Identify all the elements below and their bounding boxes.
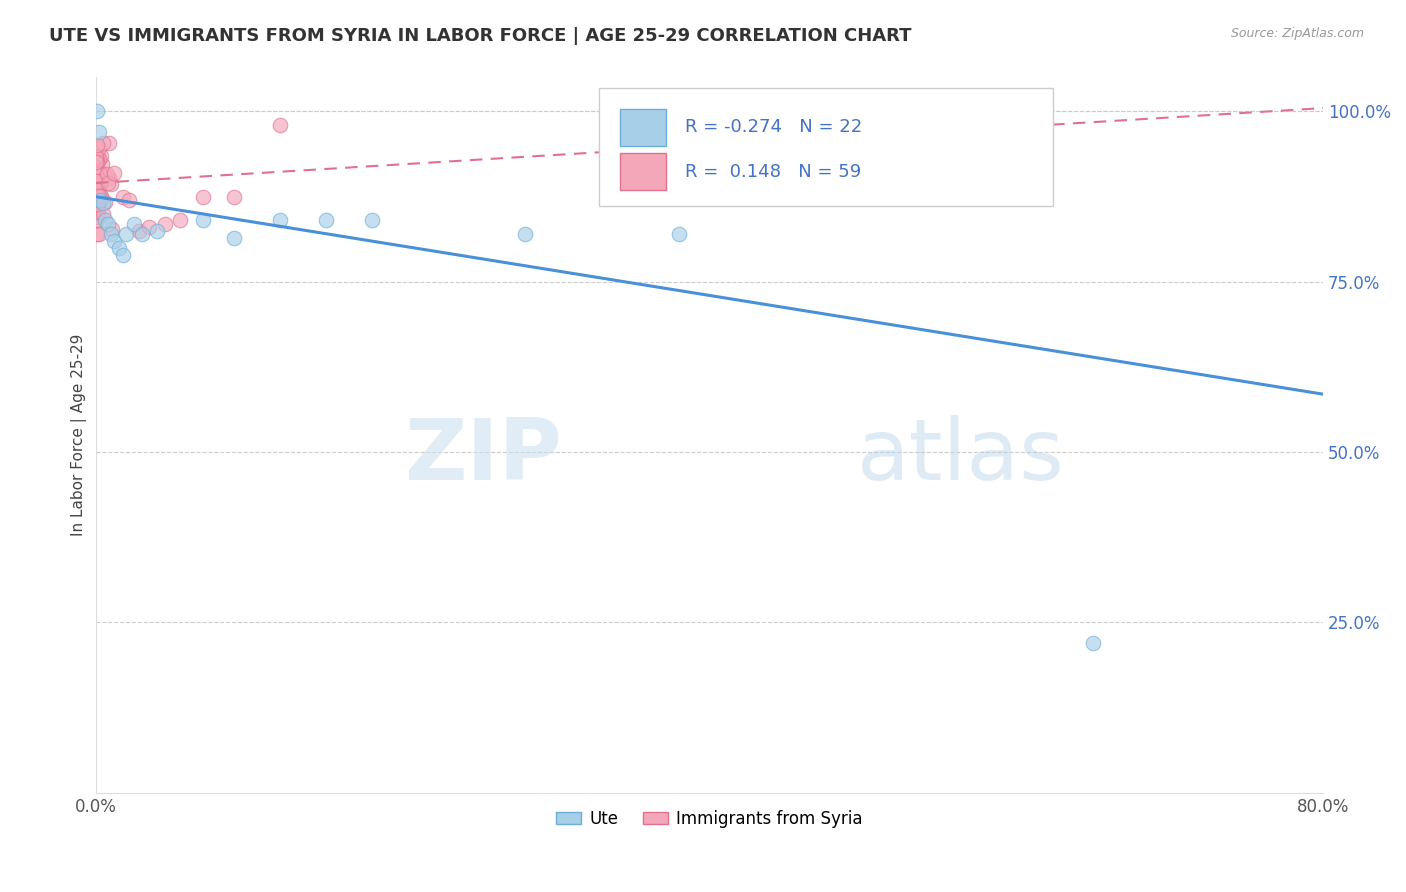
Point	[118, 193, 141, 207]
Point	[86, 227, 108, 241]
Text: UTE VS IMMIGRANTS FROM SYRIA IN LABOR FORCE | AGE 25-29 CORRELATION CHART: UTE VS IMMIGRANTS FROM SYRIA IN LABOR FO…	[49, 27, 911, 45]
Point	[87, 184, 110, 198]
Point	[87, 204, 110, 219]
Point	[96, 167, 118, 181]
Point	[360, 213, 382, 227]
Point	[91, 136, 114, 150]
Point	[191, 213, 214, 227]
Point	[94, 213, 117, 227]
Point	[86, 174, 108, 188]
Point	[86, 150, 108, 164]
Point	[86, 194, 108, 208]
Point	[86, 149, 108, 163]
Point	[94, 194, 117, 209]
Point	[138, 220, 160, 235]
Point	[90, 149, 112, 163]
Point	[668, 227, 690, 241]
Text: Source: ZipAtlas.com: Source: ZipAtlas.com	[1230, 27, 1364, 40]
Point	[86, 160, 108, 174]
FancyBboxPatch shape	[620, 109, 666, 145]
Point	[89, 188, 111, 202]
Point	[131, 227, 153, 241]
Point	[122, 217, 145, 231]
Point	[86, 151, 108, 165]
Point	[87, 198, 110, 212]
Point	[86, 186, 108, 200]
Point	[153, 217, 176, 231]
Point	[103, 234, 125, 248]
Point	[86, 137, 108, 152]
Point	[86, 182, 108, 196]
Point	[191, 189, 214, 203]
Point	[112, 247, 135, 261]
Text: atlas: atlas	[856, 415, 1064, 498]
Point	[112, 189, 135, 203]
Point	[86, 181, 108, 195]
Point	[86, 214, 108, 228]
Point	[89, 193, 111, 207]
Text: ZIP: ZIP	[405, 415, 562, 498]
Point	[115, 227, 138, 241]
Point	[87, 141, 110, 155]
Point	[100, 227, 122, 241]
Point	[87, 152, 110, 166]
Point	[97, 176, 120, 190]
Point	[103, 166, 125, 180]
Point	[315, 213, 337, 227]
Point	[86, 193, 108, 207]
Y-axis label: In Labor Force | Age 25-29: In Labor Force | Age 25-29	[72, 334, 87, 536]
Point	[97, 217, 120, 231]
Point	[100, 221, 122, 235]
Point	[87, 189, 110, 203]
Point	[87, 125, 110, 139]
Point	[222, 189, 245, 203]
Text: R = -0.274   N = 22: R = -0.274 N = 22	[685, 119, 862, 136]
Point	[107, 241, 129, 255]
Point	[222, 230, 245, 244]
Point	[87, 227, 110, 241]
Point	[89, 178, 111, 192]
Point	[89, 168, 111, 182]
Point	[91, 207, 114, 221]
Point	[269, 118, 291, 132]
Point	[146, 224, 169, 238]
Point	[98, 136, 121, 151]
Point	[90, 174, 112, 188]
Point	[86, 167, 108, 181]
Point	[86, 167, 108, 181]
Point	[128, 224, 150, 238]
Point	[86, 188, 108, 202]
Point	[515, 227, 537, 241]
Point	[89, 167, 111, 181]
FancyBboxPatch shape	[599, 88, 1053, 206]
Point	[89, 171, 111, 186]
Point	[86, 197, 108, 211]
Point	[86, 179, 108, 194]
Legend: Ute, Immigrants from Syria: Ute, Immigrants from Syria	[550, 803, 869, 834]
Point	[100, 177, 122, 191]
Point	[90, 189, 112, 203]
Point	[87, 211, 110, 225]
Point	[86, 184, 108, 198]
Point	[98, 170, 121, 185]
Point	[86, 154, 108, 169]
Point	[86, 104, 108, 119]
Point	[269, 213, 291, 227]
Point	[90, 157, 112, 171]
Point	[91, 196, 114, 211]
Point	[169, 213, 191, 227]
Point	[86, 184, 108, 198]
Point	[86, 155, 108, 169]
Point	[1081, 636, 1104, 650]
FancyBboxPatch shape	[620, 153, 666, 190]
Text: R =  0.148   N = 59: R = 0.148 N = 59	[685, 162, 860, 180]
Point	[93, 168, 115, 182]
